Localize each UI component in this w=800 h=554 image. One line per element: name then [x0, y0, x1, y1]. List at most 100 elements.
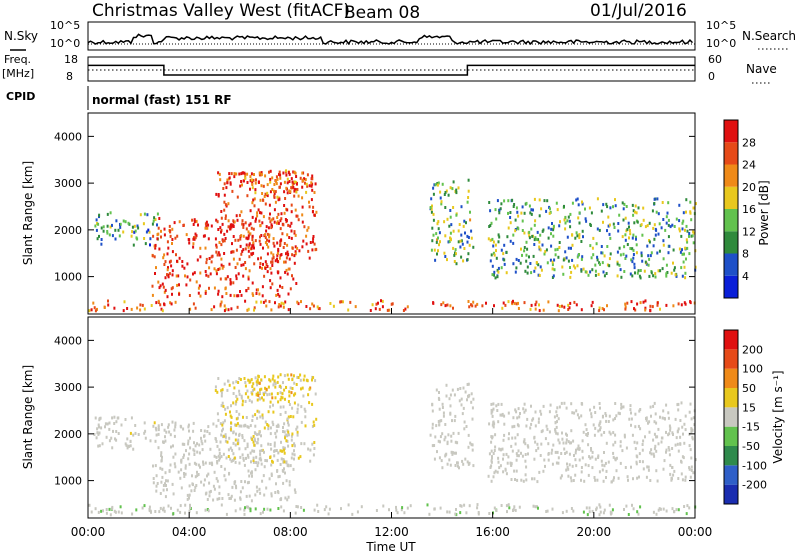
scatter-point: [244, 506, 246, 510]
colorbar-tick-label: 28: [742, 136, 756, 149]
scatter-point: [490, 440, 493, 444]
scatter-point: [301, 185, 304, 189]
scatter-point: [682, 260, 685, 264]
scatter-point: [293, 261, 296, 265]
scatter-point: [272, 374, 275, 378]
scatter-point: [599, 406, 601, 410]
scatter-point: [266, 270, 269, 274]
scatter-point: [265, 304, 268, 308]
scatter-point: [157, 428, 160, 432]
scatter-point: [519, 412, 521, 415]
scatter-point: [282, 458, 285, 461]
scatter-point: [188, 462, 191, 466]
power-scatter: [88, 169, 697, 313]
scatter-point: [545, 510, 548, 513]
scatter-point: [238, 377, 241, 380]
scatter-point: [596, 478, 599, 482]
scatter-point: [213, 470, 216, 474]
scatter-point: [599, 510, 602, 514]
scatter-point: [205, 491, 208, 495]
scatter-point: [269, 405, 272, 409]
scatter-point: [431, 444, 434, 448]
scatter-point: [669, 426, 672, 430]
scatter-point: [260, 449, 263, 452]
scatter-point: [208, 490, 211, 494]
scatter-point: [175, 274, 178, 278]
scatter-point: [312, 453, 315, 457]
scatter-point: [639, 427, 642, 431]
scatter-point: [374, 307, 377, 311]
scatter-point: [552, 226, 555, 230]
scatter-point: [694, 458, 697, 462]
scatter-point: [498, 466, 501, 470]
scatter-point: [402, 309, 405, 312]
scatter-point: [626, 475, 629, 479]
scatter-point: [569, 476, 572, 480]
scatter-point: [222, 421, 225, 425]
scatter-point: [268, 239, 271, 243]
scatter-point: [99, 416, 102, 420]
scatter-point: [100, 509, 103, 513]
scatter-point: [227, 493, 230, 497]
scatter-point: [293, 194, 296, 198]
scatter-point: [291, 432, 294, 436]
scatter-point: [250, 460, 252, 464]
scatter-point: [570, 441, 572, 445]
scatter-point: [431, 226, 434, 230]
scatter-point: [257, 257, 260, 261]
scatter-point: [634, 447, 637, 451]
scatter-point: [252, 251, 255, 255]
scatter-point: [297, 302, 300, 306]
scatter-point: [508, 506, 511, 510]
scatter-point: [250, 378, 253, 382]
colorbar-segment: [724, 164, 738, 187]
scatter-point: [377, 301, 379, 305]
scatter-point: [134, 229, 137, 233]
scatter-point: [671, 466, 674, 469]
scatter-point: [471, 417, 474, 421]
scatter-point: [270, 472, 273, 476]
scatter-point: [659, 269, 662, 273]
scatter-point: [467, 445, 470, 449]
scatter-point: [551, 448, 554, 452]
scatter-point: [691, 437, 694, 441]
scatter-point: [663, 459, 666, 463]
scatter-point: [678, 229, 681, 233]
scatter-point: [449, 186, 452, 190]
scatter-point: [505, 452, 508, 456]
scatter-point: [154, 426, 157, 430]
scatter-point: [148, 505, 151, 509]
scatter-point: [224, 407, 227, 411]
scatter-point: [602, 479, 605, 483]
scatter-point: [222, 187, 225, 190]
scatter-point: [555, 431, 558, 435]
scatter-point: [241, 399, 244, 403]
scatter-point: [282, 426, 284, 429]
scatter-point: [588, 455, 591, 459]
scatter-point: [553, 415, 556, 419]
scatter-point: [628, 236, 630, 240]
scatter-point: [495, 404, 498, 408]
scatter-point: [534, 303, 537, 307]
scatter-point: [171, 286, 174, 290]
scatter-point: [564, 221, 567, 225]
scatter-point: [244, 221, 247, 225]
scatter-point: [252, 227, 255, 231]
scatter-point: [290, 229, 293, 233]
scatter-point: [254, 191, 257, 195]
scatter-point: [618, 246, 621, 250]
scatter-point: [260, 378, 263, 382]
scatter-point: [546, 427, 549, 431]
scatter-point: [249, 380, 252, 384]
scatter-point: [644, 435, 646, 439]
scatter-point: [634, 271, 636, 275]
scatter-point: [180, 460, 183, 464]
scatter-point: [544, 437, 547, 441]
scatter-point: [545, 424, 548, 428]
scatter-point: [614, 204, 617, 208]
scatter-point: [258, 381, 261, 385]
scatter-point: [459, 239, 462, 243]
scatter-point: [518, 415, 521, 419]
scatter-point: [210, 461, 213, 465]
scatter-point: [290, 434, 293, 438]
